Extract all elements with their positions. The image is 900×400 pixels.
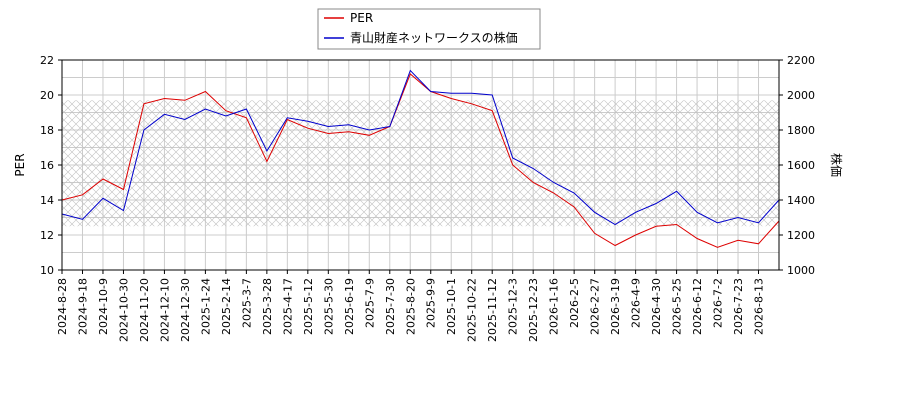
y-right-tick-label: 1600 <box>787 159 815 172</box>
series-line <box>61 69 780 226</box>
y-right-tick-label: 2200 <box>787 54 815 67</box>
y-right-tick-label: 2000 <box>787 89 815 102</box>
x-tick-label: 2026-4-30 <box>650 278 663 335</box>
x-tick-label: 2025-10-1 <box>445 278 458 335</box>
y-left-tick-label: 12 <box>40 229 54 242</box>
x-tick-label: 2024-8-28 <box>56 278 69 335</box>
x-tick-label: 2026-5-25 <box>671 278 684 335</box>
x-tick-label: 2025-11-12 <box>486 278 499 342</box>
legend-box <box>317 8 541 50</box>
x-tick-label: 2025-7-30 <box>384 278 397 335</box>
y-right-tick-label: 1400 <box>787 194 815 207</box>
legend: PER 青山財産ネットワークスの株価 <box>317 8 541 50</box>
x-tick-label: 2024-9-18 <box>76 278 89 335</box>
x-tick-label: 2026-6-12 <box>691 278 704 335</box>
x-tick-label: 2026-7-23 <box>732 278 745 335</box>
x-tick-label: 2025-8-20 <box>404 278 417 335</box>
x-tick-label: 2025-12-3 <box>507 278 520 335</box>
x-tick-label: 2026-8-13 <box>753 278 766 335</box>
y-right-tick-label: 1200 <box>787 229 815 242</box>
x-tick-label: 2025-7-9 <box>363 278 376 328</box>
y-axis-left-title: PER <box>13 153 27 176</box>
hatch-band <box>62 100 779 227</box>
right-axis: 1000 1200 1400 1600 1800 2000 2200 <box>779 54 815 277</box>
x-tick-label: 2025-1-24 <box>199 278 212 335</box>
y-left-tick-label: 14 <box>40 194 54 207</box>
y-right-tick-label: 1000 <box>787 264 815 277</box>
x-tick-label: 2025-10-22 <box>466 278 479 342</box>
x-tick-label: 2026-3-19 <box>609 278 622 335</box>
left-axis: 10 12 14 16 18 20 22 <box>40 54 62 277</box>
legend-label: PER <box>350 11 373 25</box>
legend-label: 青山財産ネットワークスの株価 <box>350 30 518 45</box>
x-tick-label: 2025-3-28 <box>261 278 274 335</box>
x-tick-label: 2025-4-17 <box>281 278 294 335</box>
x-tick-label: 2025-5-12 <box>302 278 315 335</box>
x-tick-label: 2024-12-10 <box>158 278 171 342</box>
x-tick-label: 2024-12-30 <box>179 278 192 342</box>
x-tick-label: 2025-3-7 <box>240 278 253 328</box>
plot-series <box>61 69 780 248</box>
x-tick-label: 2026-4-9 <box>630 278 643 328</box>
x-tick-label: 2025-5-30 <box>322 278 335 335</box>
y-axis-right-title: 株価 <box>829 153 844 177</box>
x-tick-label: 2025-12-23 <box>527 278 540 342</box>
x-tick-label: 2024-10-9 <box>97 278 110 335</box>
y-left-tick-label: 22 <box>40 54 54 67</box>
x-tick-label: 2024-10-30 <box>117 278 130 342</box>
x-tick-label: 2025-2-14 <box>220 278 233 335</box>
y-left-tick-label: 10 <box>40 264 54 277</box>
y-left-tick-label: 20 <box>40 89 54 102</box>
y-left-tick-label: 18 <box>40 124 54 137</box>
x-tick-label: 2026-2-5 <box>568 278 581 328</box>
x-tick-label: 2026-1-16 <box>548 278 561 335</box>
x-axis: 2024-8-28 2024-9-18 2024-10-9 2024-10-30 202… <box>56 270 766 342</box>
x-tick-label: 2026-2-27 <box>589 278 602 335</box>
x-tick-label: 2025-9-9 <box>425 278 438 328</box>
x-tick-label: 2025-6-19 <box>343 278 356 335</box>
series-line <box>61 73 780 248</box>
x-tick-label: 2024-11-20 <box>138 278 151 342</box>
y-left-tick-label: 16 <box>40 159 54 172</box>
y-right-tick-label: 1800 <box>787 124 815 137</box>
x-tick-label: 2026-7-2 <box>712 278 725 328</box>
